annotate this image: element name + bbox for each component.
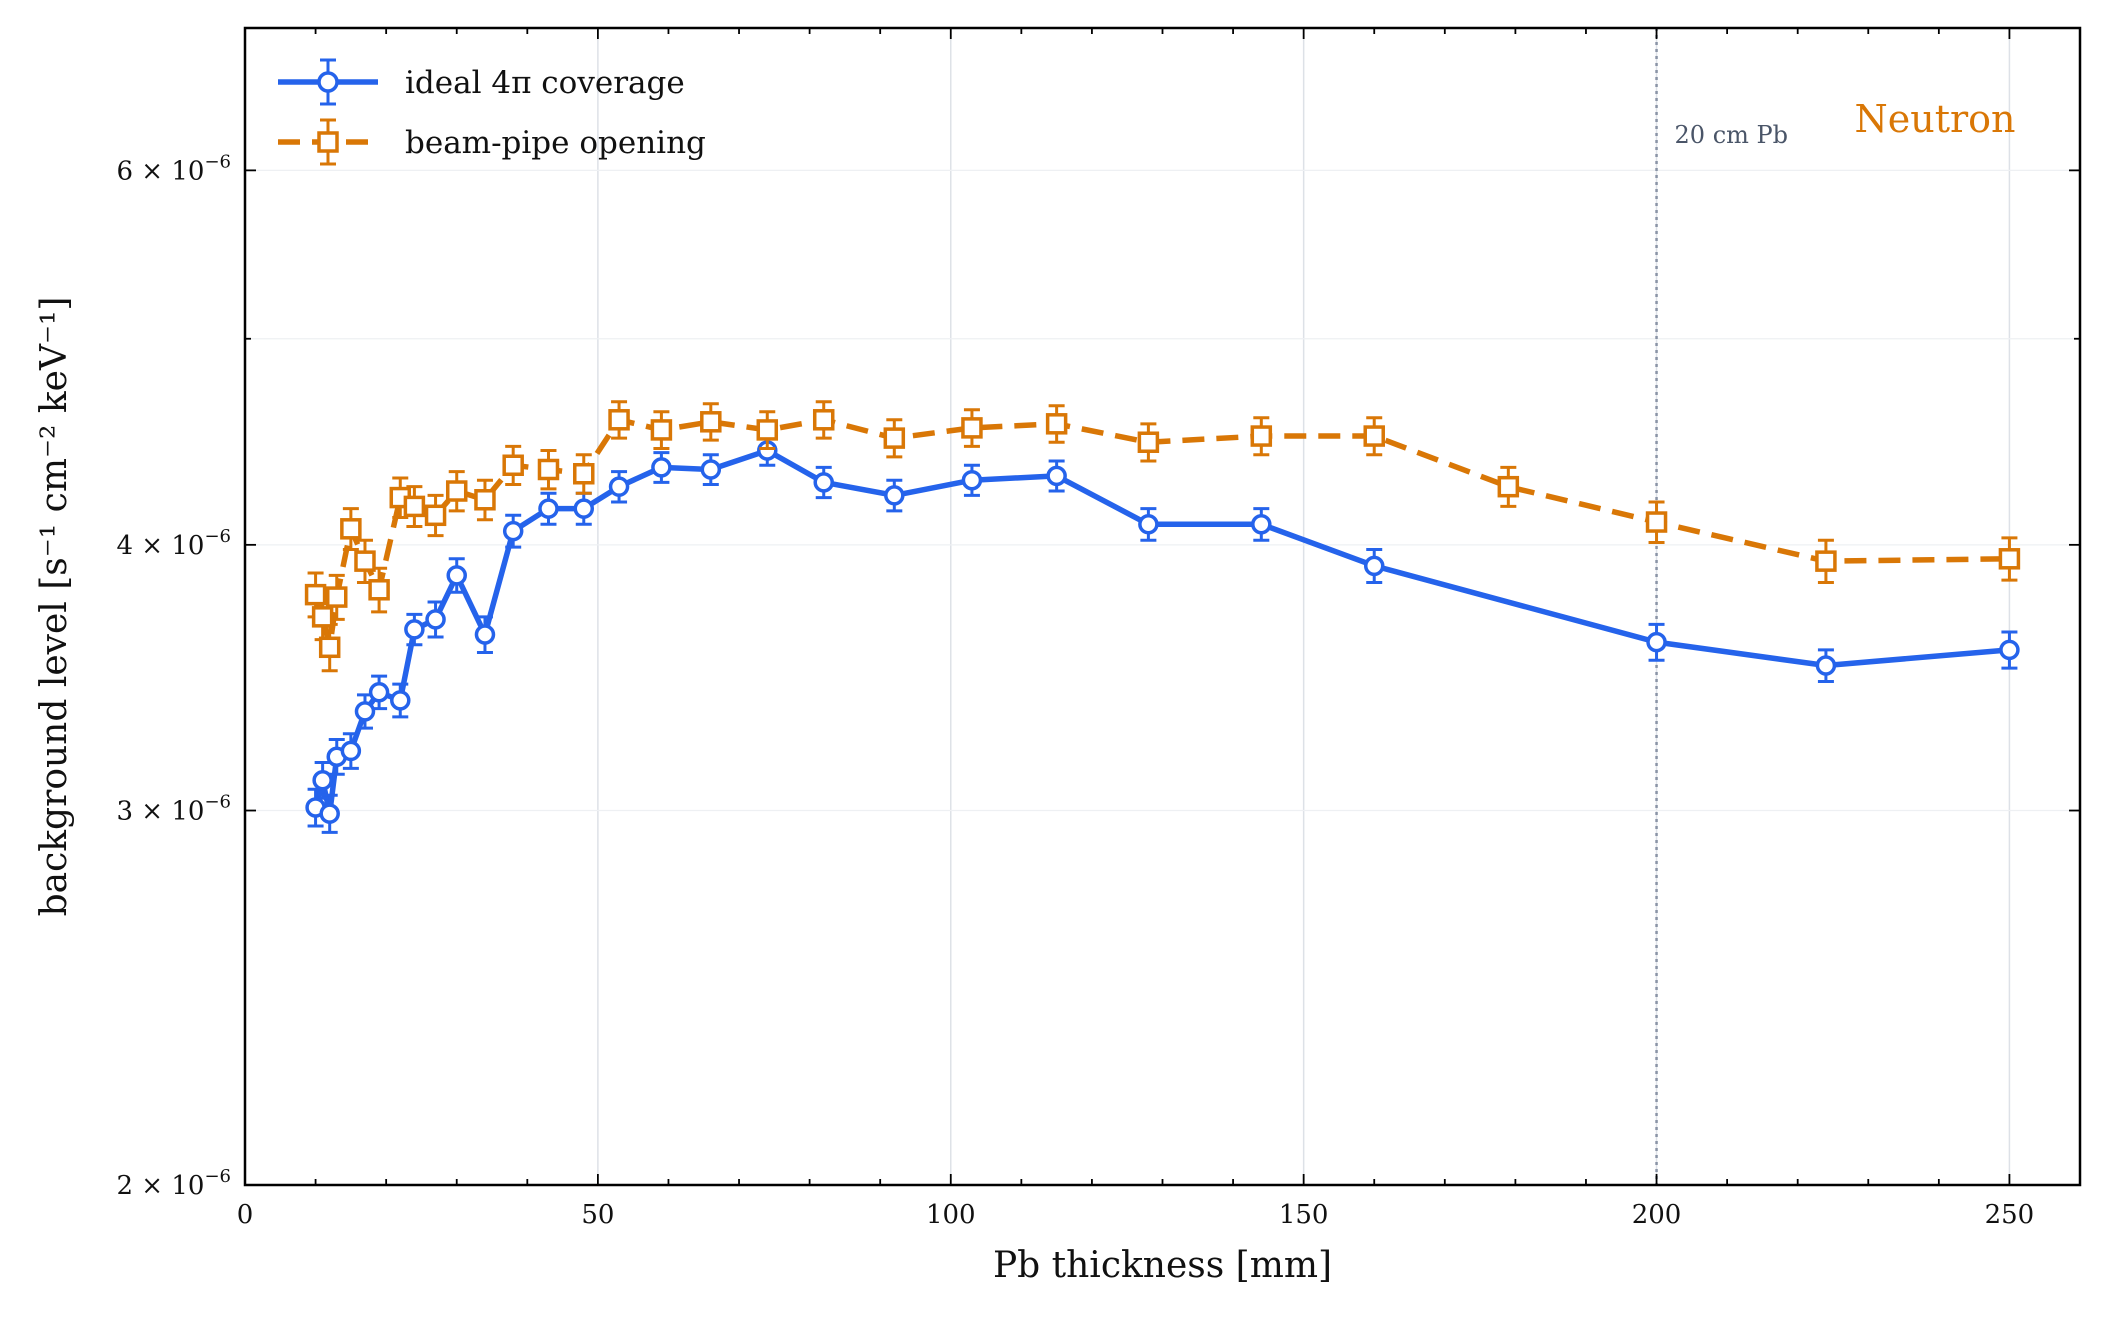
data-point <box>404 619 425 640</box>
series-layer <box>304 400 2021 834</box>
data-point <box>403 495 426 518</box>
data-point <box>474 624 496 645</box>
data-point <box>961 469 983 491</box>
data-point <box>651 457 672 478</box>
data-point <box>884 485 905 506</box>
data-point <box>1045 413 1068 435</box>
data-point <box>1250 425 1273 447</box>
x-tick-label: 150 <box>1279 1200 1329 1230</box>
annotation-20cm-pb: 20 cm Pb <box>1675 121 1789 149</box>
data-point <box>502 454 524 476</box>
x-tick-label: 200 <box>1632 1200 1682 1230</box>
data-point <box>1046 465 1067 487</box>
data-point <box>326 586 348 608</box>
data-point <box>445 480 468 502</box>
data-point <box>474 489 496 511</box>
data-point <box>1138 514 1159 535</box>
data-point <box>354 550 376 572</box>
y-tick-label: 6 × 10−6 <box>117 151 232 186</box>
data-point <box>390 690 411 711</box>
y-axis-label: background level [s⁻¹ cm⁻² keV⁻¹] <box>34 297 75 917</box>
data-point <box>304 583 327 606</box>
data-point <box>1815 550 1837 572</box>
data-point <box>538 498 559 519</box>
data-point <box>1646 631 1667 653</box>
data-point <box>1251 514 1272 535</box>
data-point <box>1363 555 1385 577</box>
data-point <box>502 520 524 542</box>
y-tick-label: 4 × 10−6 <box>117 526 232 561</box>
y-tick-label: 3 × 10−6 <box>117 792 232 827</box>
data-point <box>756 419 779 441</box>
grid <box>245 28 2080 1185</box>
data-point <box>650 419 673 441</box>
data-point <box>961 417 983 439</box>
y-tick-label: 2 × 10−6 <box>117 1166 232 1201</box>
series-1 <box>304 400 2021 673</box>
data-point <box>1999 639 2020 661</box>
data-point <box>1137 431 1160 453</box>
legend-label: ideal 4π coverage <box>405 65 685 101</box>
data-point <box>340 518 362 540</box>
x-tick-label: 0 <box>237 1200 254 1230</box>
data-point <box>608 476 630 497</box>
series-0 <box>305 434 2020 834</box>
data-point <box>1645 511 1668 533</box>
legend-marker <box>317 131 339 153</box>
data-point <box>425 609 446 630</box>
data-point <box>424 504 447 527</box>
data-point <box>608 409 630 431</box>
data-point <box>573 498 595 519</box>
data-point <box>1363 425 1385 447</box>
data-point <box>368 579 390 601</box>
legend-label: beam-pipe opening <box>405 125 706 161</box>
data-point <box>354 701 376 722</box>
legend-entry-0: ideal 4π coverage <box>278 58 685 106</box>
x-tick-label: 250 <box>1985 1200 2035 1230</box>
data-point <box>1815 655 1837 676</box>
data-point <box>446 565 467 586</box>
data-point <box>812 409 835 431</box>
data-point <box>1497 475 1520 498</box>
x-axis-label: Pb thickness [mm] <box>993 1245 1332 1286</box>
legend-marker <box>317 71 339 93</box>
ticks: 0 50 100 150 200 250 2 × 10−6 3 × 10−6 4 × 10−6 6… <box>117 28 2081 1230</box>
x-tick-label: 100 <box>926 1200 976 1230</box>
data-point <box>700 459 722 480</box>
data-point <box>368 681 390 703</box>
x-tick-label: 50 <box>581 1200 614 1230</box>
legend-entry-1: beam-pipe opening <box>278 118 706 166</box>
data-point <box>1998 548 2021 570</box>
data-point <box>311 606 334 628</box>
annotation-neutron: Neutron <box>1855 97 2016 141</box>
data-point <box>312 769 333 791</box>
legend: ideal 4π coverage beam-pipe opening <box>278 58 706 166</box>
data-point <box>573 463 595 485</box>
data-point <box>813 472 834 493</box>
data-point <box>883 427 906 449</box>
data-point <box>319 803 340 824</box>
data-point <box>340 740 362 762</box>
data-point <box>318 636 341 659</box>
data-point <box>537 458 560 481</box>
data-point <box>700 411 722 433</box>
